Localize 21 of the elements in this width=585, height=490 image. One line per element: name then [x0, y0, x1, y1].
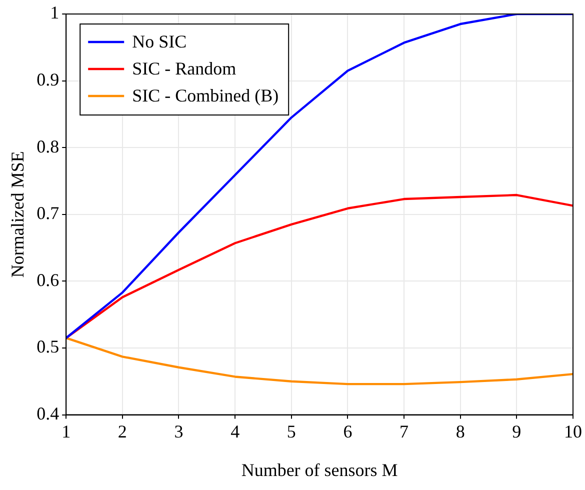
legend-label: No SIC: [132, 32, 187, 52]
y-tick-label: 0.8: [36, 136, 60, 156]
x-tick-label: 2: [118, 421, 127, 442]
y-tick-label: 0.4: [36, 404, 60, 424]
x-tick-label: 8: [456, 421, 465, 442]
y-tick-label: 0.6: [36, 270, 60, 290]
legend-label: SIC - Combined (B): [132, 86, 279, 106]
x-tick-label: 4: [230, 421, 240, 442]
x-tick-label: 10: [564, 421, 582, 442]
y-axis-title: Normalized MSE: [8, 151, 28, 278]
x-tick-label: 3: [174, 421, 184, 442]
legend-label: SIC - Random: [132, 58, 236, 79]
y-tick-label: 1: [50, 2, 60, 23]
y-tick-label: 0.7: [36, 203, 60, 224]
x-tick-label: 5: [286, 421, 296, 442]
x-axis-title: Number of sensors M: [241, 460, 398, 480]
x-tick-label: 9: [512, 421, 522, 442]
y-tick-label: 0.5: [36, 336, 60, 357]
x-tick-label: 6: [343, 421, 352, 442]
y-tick-label: 0.9: [36, 70, 60, 90]
x-tick-label: 7: [400, 421, 409, 442]
